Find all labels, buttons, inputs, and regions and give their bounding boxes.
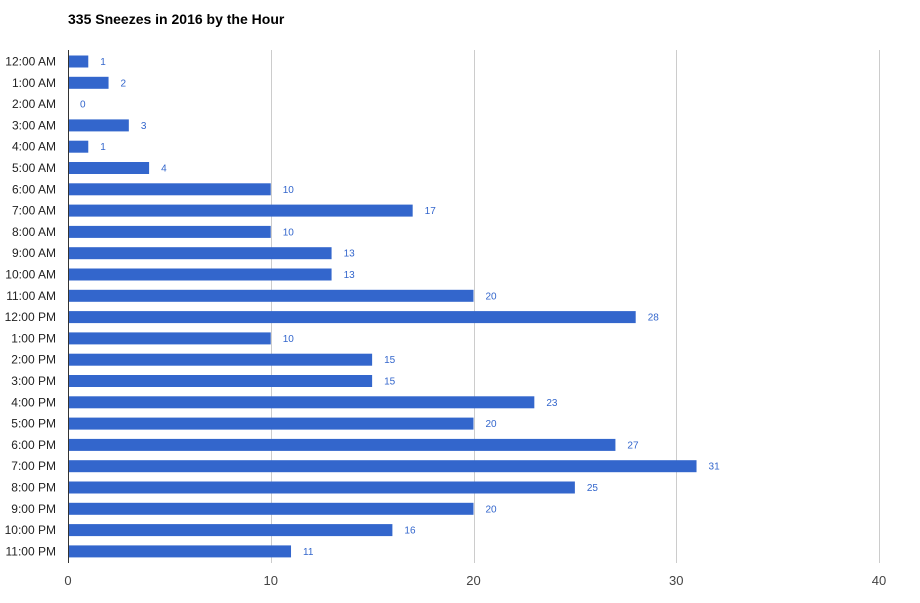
data-label: 27 bbox=[627, 440, 639, 451]
data-label: 10 bbox=[283, 185, 295, 196]
x-axis-ticks: 0 10 20 30 40 bbox=[64, 573, 886, 588]
data-label: 13 bbox=[344, 270, 356, 281]
category-label: 9:00 AM bbox=[12, 246, 56, 260]
data-label: 1 bbox=[100, 57, 106, 68]
data-label: 23 bbox=[546, 398, 558, 409]
x-tick-label: 20 bbox=[466, 573, 480, 588]
data-label: 11 bbox=[303, 547, 314, 558]
category-labels: 12:00 AM 1:00 AM 2:00 AM 3:00 AM 4:00 AM 5:00… bbox=[5, 55, 56, 559]
x-tick-label: 30 bbox=[669, 573, 683, 588]
category-label: 11:00 PM bbox=[6, 544, 56, 558]
category-label: 10:00 PM bbox=[5, 523, 56, 537]
bar bbox=[68, 162, 150, 174]
category-label: 5:00 AM bbox=[12, 161, 56, 175]
bar bbox=[68, 460, 697, 473]
bar bbox=[68, 119, 129, 132]
data-label: 10 bbox=[283, 227, 295, 238]
bar bbox=[68, 55, 89, 68]
category-label: 9:00 PM bbox=[11, 502, 56, 516]
data-label: 31 bbox=[709, 462, 721, 473]
category-label: 1:00 AM bbox=[12, 76, 56, 90]
data-label: 25 bbox=[587, 483, 599, 494]
bar bbox=[68, 311, 636, 324]
data-label: 3 bbox=[141, 121, 147, 132]
bar bbox=[68, 353, 373, 366]
data-label: 20 bbox=[486, 419, 498, 430]
category-label: 11:00 AM bbox=[6, 289, 56, 303]
category-label: 10:00 AM bbox=[5, 268, 56, 282]
data-label: 16 bbox=[404, 526, 416, 537]
bar bbox=[68, 524, 393, 537]
category-label: 6:00 PM bbox=[11, 438, 56, 452]
chart-title: 335 Sneezes in 2016 by the Hour bbox=[68, 11, 285, 27]
bar bbox=[68, 204, 413, 217]
bar bbox=[68, 396, 535, 409]
data-label: 2 bbox=[121, 78, 127, 89]
bar bbox=[68, 76, 109, 89]
category-label: 12:00 PM bbox=[5, 310, 56, 324]
x-tick-label: 40 bbox=[872, 573, 886, 588]
bar bbox=[68, 375, 373, 387]
bars bbox=[68, 55, 697, 558]
data-label: 20 bbox=[486, 291, 498, 302]
category-label: 5:00 PM bbox=[11, 417, 56, 431]
category-label: 1:00 PM bbox=[11, 331, 56, 345]
bar bbox=[68, 140, 89, 153]
category-label: 3:00 AM bbox=[12, 118, 56, 132]
category-label: 8:00 PM bbox=[11, 481, 56, 495]
data-label: 15 bbox=[384, 355, 396, 366]
bar bbox=[68, 289, 474, 302]
data-label: 13 bbox=[344, 249, 356, 260]
bar bbox=[68, 247, 332, 260]
bar bbox=[68, 545, 292, 558]
data-label: 17 bbox=[425, 206, 437, 217]
data-label: 20 bbox=[486, 504, 498, 515]
bar bbox=[68, 183, 271, 196]
bar bbox=[68, 438, 616, 451]
x-tick-label: 0 bbox=[64, 573, 71, 588]
data-label: 28 bbox=[648, 313, 660, 324]
data-labels: 1203141017101313202810151523202731252016… bbox=[80, 57, 720, 558]
gridlines bbox=[271, 50, 880, 563]
bar bbox=[68, 481, 575, 494]
data-label: 1 bbox=[100, 142, 106, 153]
bar bbox=[68, 417, 474, 430]
category-label: 3:00 PM bbox=[11, 374, 56, 388]
category-label: 4:00 PM bbox=[11, 395, 56, 409]
category-label: 6:00 AM bbox=[12, 182, 56, 196]
category-label: 2:00 PM bbox=[11, 353, 56, 367]
data-label: 15 bbox=[384, 377, 396, 388]
category-label: 7:00 PM bbox=[11, 459, 56, 473]
category-label: 8:00 AM bbox=[12, 225, 56, 239]
category-label: 7:00 AM bbox=[12, 204, 56, 218]
bar bbox=[68, 225, 271, 238]
category-label: 2:00 AM bbox=[12, 97, 56, 111]
data-label: 4 bbox=[161, 164, 167, 175]
data-label: 0 bbox=[80, 100, 86, 111]
category-label: 4:00 AM bbox=[12, 140, 56, 154]
bar bbox=[68, 502, 474, 515]
category-label: 12:00 AM bbox=[5, 55, 56, 69]
bar bbox=[68, 268, 332, 281]
bar bbox=[68, 332, 271, 345]
data-label: 10 bbox=[283, 334, 295, 345]
x-tick-label: 10 bbox=[264, 573, 278, 588]
